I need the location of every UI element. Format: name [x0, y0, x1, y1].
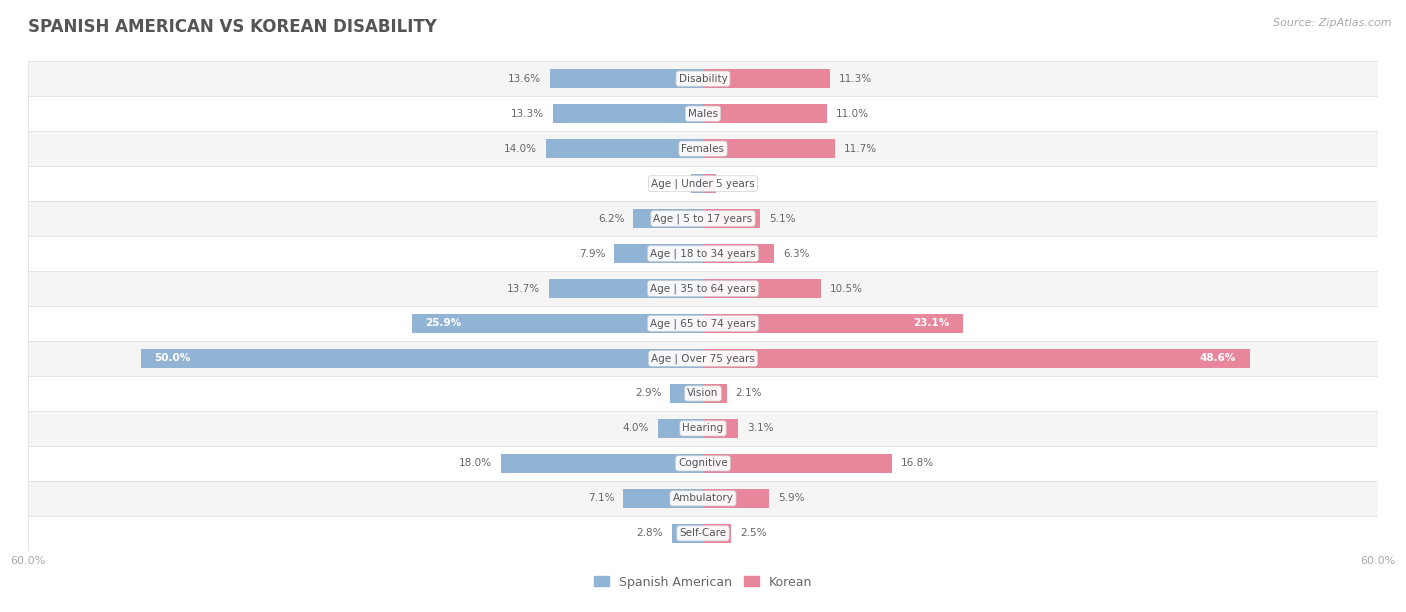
Bar	[28, 201, 1378, 236]
Bar	[28, 166, 1378, 201]
Bar	[623, 489, 703, 508]
Text: 6.2%: 6.2%	[598, 214, 624, 223]
Text: 1.2%: 1.2%	[725, 179, 752, 188]
Text: Age | Over 75 years: Age | Over 75 years	[651, 353, 755, 364]
Text: 6.3%: 6.3%	[783, 248, 810, 258]
Text: 11.3%: 11.3%	[839, 73, 872, 84]
Text: 2.1%: 2.1%	[735, 389, 762, 398]
Text: Self-Care: Self-Care	[679, 528, 727, 539]
Text: 5.9%: 5.9%	[779, 493, 804, 503]
Bar	[550, 69, 703, 88]
Text: 50.0%: 50.0%	[155, 354, 190, 364]
Bar	[690, 174, 703, 193]
Text: Age | Under 5 years: Age | Under 5 years	[651, 178, 755, 189]
Bar	[703, 69, 830, 88]
Bar	[28, 96, 1378, 131]
Bar	[548, 279, 703, 298]
Bar	[501, 453, 703, 473]
Bar	[28, 306, 1378, 341]
Bar	[703, 419, 738, 438]
Text: 13.7%: 13.7%	[506, 283, 540, 294]
Text: Age | 18 to 34 years: Age | 18 to 34 years	[650, 248, 756, 259]
Bar	[703, 139, 835, 159]
Text: 14.0%: 14.0%	[503, 144, 537, 154]
Bar	[28, 376, 1378, 411]
Text: 2.9%: 2.9%	[636, 389, 661, 398]
Text: Females: Females	[682, 144, 724, 154]
Text: Cognitive: Cognitive	[678, 458, 728, 468]
Text: 5.1%: 5.1%	[769, 214, 796, 223]
Text: Vision: Vision	[688, 389, 718, 398]
Bar	[703, 314, 963, 333]
Bar	[614, 244, 703, 263]
Text: Age | 35 to 64 years: Age | 35 to 64 years	[650, 283, 756, 294]
Bar	[703, 244, 773, 263]
Bar	[28, 131, 1378, 166]
Text: 16.8%: 16.8%	[901, 458, 934, 468]
Text: Hearing: Hearing	[682, 424, 724, 433]
Bar	[703, 104, 827, 123]
Bar	[546, 139, 703, 159]
Bar	[703, 489, 769, 508]
Legend: Spanish American, Korean: Spanish American, Korean	[589, 570, 817, 594]
Text: 13.3%: 13.3%	[512, 109, 544, 119]
Bar	[703, 279, 821, 298]
Bar	[28, 341, 1378, 376]
Text: 23.1%: 23.1%	[912, 318, 949, 329]
Text: 7.9%: 7.9%	[579, 248, 605, 258]
Text: Age | 5 to 17 years: Age | 5 to 17 years	[654, 214, 752, 224]
Text: Source: ZipAtlas.com: Source: ZipAtlas.com	[1274, 18, 1392, 28]
Bar	[412, 314, 703, 333]
Text: 2.5%: 2.5%	[740, 528, 766, 539]
Text: 48.6%: 48.6%	[1199, 354, 1236, 364]
Bar	[703, 524, 731, 543]
Text: 11.7%: 11.7%	[844, 144, 877, 154]
Bar	[28, 236, 1378, 271]
Text: 13.6%: 13.6%	[508, 73, 541, 84]
Bar	[672, 524, 703, 543]
Bar	[703, 384, 727, 403]
Bar	[141, 349, 703, 368]
Text: 25.9%: 25.9%	[425, 318, 461, 329]
Bar	[703, 209, 761, 228]
Bar	[28, 516, 1378, 551]
Text: Disability: Disability	[679, 73, 727, 84]
Text: Ambulatory: Ambulatory	[672, 493, 734, 503]
Bar	[703, 349, 1250, 368]
Bar	[554, 104, 703, 123]
Text: Males: Males	[688, 109, 718, 119]
Bar	[28, 271, 1378, 306]
Bar	[703, 174, 717, 193]
Bar	[703, 453, 891, 473]
Text: 11.0%: 11.0%	[835, 109, 869, 119]
Bar	[28, 481, 1378, 516]
Bar	[633, 209, 703, 228]
Text: 2.8%: 2.8%	[636, 528, 662, 539]
Text: 4.0%: 4.0%	[623, 424, 650, 433]
Text: 10.5%: 10.5%	[830, 283, 863, 294]
Text: 7.1%: 7.1%	[588, 493, 614, 503]
Text: 1.1%: 1.1%	[655, 179, 682, 188]
Text: 3.1%: 3.1%	[747, 424, 773, 433]
Bar	[28, 446, 1378, 481]
Bar	[658, 419, 703, 438]
Bar	[671, 384, 703, 403]
Text: 18.0%: 18.0%	[458, 458, 492, 468]
Bar	[28, 61, 1378, 96]
Text: Age | 65 to 74 years: Age | 65 to 74 years	[650, 318, 756, 329]
Bar	[28, 411, 1378, 446]
Text: SPANISH AMERICAN VS KOREAN DISABILITY: SPANISH AMERICAN VS KOREAN DISABILITY	[28, 18, 437, 36]
